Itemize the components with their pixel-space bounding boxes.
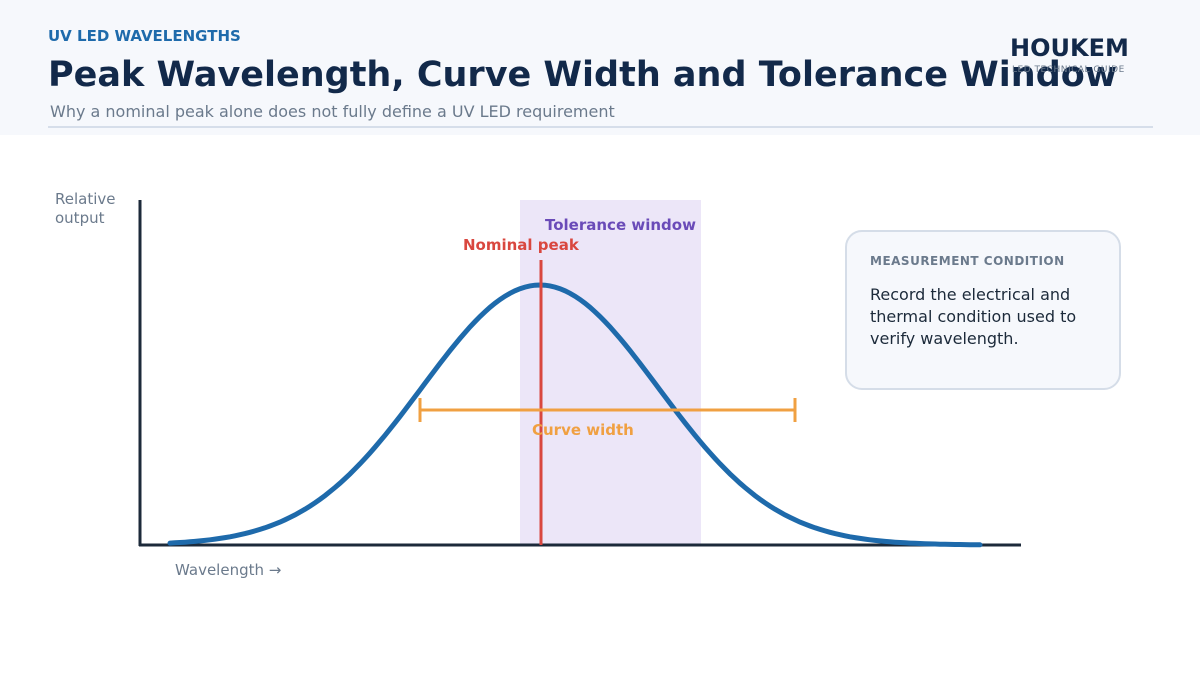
note-heading: MEASUREMENT CONDITION xyxy=(870,254,1065,268)
peak-label: Nominal peak xyxy=(463,236,580,254)
x-label: Wavelength → xyxy=(175,561,281,579)
spectral-curve xyxy=(167,282,983,548)
header-band xyxy=(0,0,1200,135)
note-box xyxy=(845,230,1121,390)
note-text: Record the electrical and thermal condit… xyxy=(870,285,1077,348)
width-label: Curve width xyxy=(532,421,634,439)
title: Peak Wavelength, Curve Width and Toleran… xyxy=(48,55,1118,95)
tolerance-label: Tolerance window xyxy=(545,216,696,234)
brand-tagline: LED TECHNICAL GUIDE xyxy=(1012,65,1125,75)
kicker: UV LED WAVELENGTHS xyxy=(48,27,241,45)
brand-name: HOUKEM xyxy=(1010,34,1129,62)
curve-width-bar xyxy=(418,398,797,422)
tolerance-window xyxy=(520,200,701,545)
subtitle: Why a nominal peak alone does not fully … xyxy=(50,102,615,121)
y-label: Relative output xyxy=(55,190,116,227)
